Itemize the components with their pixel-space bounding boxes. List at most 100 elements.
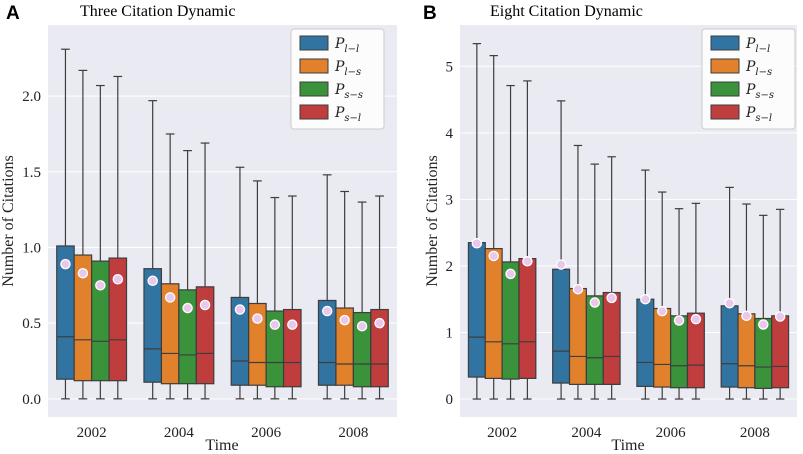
- panel-b-legend-swatch: [710, 35, 740, 51]
- panel-a-legend: Pl−l Pl−s Ps−s Ps−l: [290, 28, 385, 130]
- panel-b-box: [737, 313, 756, 389]
- panel-a-x-axis-label: Time: [205, 437, 238, 454]
- panel-a-box: [91, 260, 110, 382]
- panel-b-mean-marker: [724, 297, 735, 309]
- panel-b-mean-marker: [589, 297, 601, 308]
- panel-a-x-tick-label: 2004: [164, 425, 195, 441]
- panel-a-x-tick-label: 2008: [338, 425, 368, 441]
- panel-b-x-axis-label: Time: [611, 437, 644, 454]
- panel-a-legend-label: Pl−l: [334, 36, 359, 55]
- panel-a-legend-label: Ps−s: [334, 82, 363, 101]
- panel-b-box: [484, 248, 503, 379]
- panel-b-legend-label: Ps−s: [745, 82, 774, 101]
- panel-b-y-axis-label: Number of Citations: [424, 155, 441, 287]
- panel-a: A 0.0 0.5 1.0 1.5 2.0 2002 2004 2006 2008 Three…: [0, 3, 397, 454]
- panel-b-mean-marker: [758, 319, 769, 330]
- panel-a-y-tick-label: 1.5: [22, 165, 41, 181]
- panel-a-mean-marker: [77, 267, 89, 279]
- panel-b-box: [653, 307, 672, 388]
- panel-a-letter: A: [6, 3, 20, 24]
- panel-b-y-tick-label: 4: [446, 126, 454, 142]
- panel-a-mean-marker: [356, 320, 368, 332]
- panel-a-mean-marker: [321, 305, 333, 317]
- panel-b-mean-marker: [522, 256, 533, 267]
- panel-a-y-tick-label: 1.0: [22, 240, 41, 256]
- panel-a-x-tick-label: 2006: [251, 425, 282, 441]
- panel-b-legend-swatch: [710, 104, 740, 120]
- panel-b-legend-swatch: [710, 81, 740, 97]
- panel-b-x-tick-label: 2006: [656, 425, 687, 441]
- panel-a-mean-marker: [269, 319, 281, 330]
- panel-b-x-tick-label: 2008: [740, 425, 770, 441]
- panel-b-box: [771, 315, 790, 389]
- panel-b-letter: B: [423, 3, 437, 24]
- panel-a-mean-marker: [112, 274, 124, 285]
- panel-a-legend-swatch: [299, 81, 329, 97]
- panel-b-mean-marker: [488, 250, 499, 262]
- panel-b: B 0 1 2 3 4 5 2002 2004 2006 2008 Eight Citation…: [423, 3, 797, 454]
- panel-a-y-tick-label: 0.5: [22, 316, 41, 332]
- panel-b-y-tick-label: 3: [446, 192, 454, 208]
- panel-a-y-tick-label: 2.0: [22, 89, 41, 105]
- panel-b-mean-marker: [555, 259, 567, 270]
- panel-b-box: [501, 261, 520, 380]
- panel-b-mean-marker: [690, 313, 702, 325]
- panel-b-box: [552, 268, 571, 384]
- panel-b-legend-label: Ps−l: [745, 105, 772, 124]
- panel-b-title: Eight Citation Dynamic: [490, 3, 643, 20]
- panel-a-legend-label: Ps−l: [334, 105, 361, 124]
- panel-b-legend: Pl−l Pl−s Ps−s Ps−l: [701, 28, 796, 130]
- panel-a-mean-marker: [234, 304, 246, 315]
- panel-b-legend-frame: [701, 28, 796, 130]
- panel-a-legend-frame: [290, 28, 385, 130]
- panel-a-mean-marker: [252, 313, 263, 324]
- panel-b-box: [636, 298, 655, 387]
- panel-b-mean-marker: [656, 305, 668, 317]
- panel-a-title: Three Citation Dynamic: [80, 3, 236, 20]
- panel-b-box: [568, 287, 587, 385]
- panel-b-y-tick-label: 1: [446, 325, 454, 341]
- panel-b-box: [602, 291, 621, 385]
- panel-b-box: [585, 295, 604, 385]
- panel-b-mean-marker: [640, 293, 651, 305]
- panel-b-mean-marker: [471, 238, 483, 249]
- panel-a-x-tick-label: 2002: [77, 425, 107, 441]
- panel-b-box: [670, 315, 689, 389]
- panel-a-mean-marker: [287, 319, 298, 330]
- panel-a-y-axis-label: Number of Citations: [0, 155, 17, 287]
- panel-a-mean-marker: [182, 302, 193, 314]
- panel-b-box: [686, 312, 705, 389]
- panel-b-mean-marker: [673, 315, 685, 326]
- panel-a-mean-marker: [374, 317, 385, 329]
- panel-b-box: [518, 258, 537, 379]
- panel-b-mean-marker: [572, 283, 584, 295]
- panel-b-mean-marker: [606, 292, 617, 304]
- panel-a-box: [108, 257, 128, 382]
- panel-b-x-tick-label: 2002: [487, 425, 517, 441]
- panel-a-mean-marker: [164, 292, 176, 303]
- panel-a-legend-swatch: [299, 104, 329, 120]
- panel-b-legend-swatch: [710, 58, 740, 74]
- panel-a-mean-marker: [95, 280, 106, 291]
- panel-b-box: [467, 242, 486, 378]
- panel-b-legend-label: Pl−s: [745, 59, 772, 78]
- panel-a-legend-swatch: [299, 35, 329, 51]
- panel-a-mean-marker: [147, 275, 158, 287]
- panel-a-y-tick-label: 0.0: [22, 392, 41, 408]
- panel-b-mean-marker: [774, 311, 786, 322]
- panel-b-legend-label: Pl−l: [745, 36, 770, 55]
- panel-b-mean-marker: [741, 310, 752, 322]
- panel-a-mean-marker: [60, 258, 71, 270]
- panel-b-box: [720, 305, 739, 388]
- panel-a-legend-label: Pl−s: [334, 59, 361, 78]
- panel-b-y-tick-label: 0: [446, 392, 454, 408]
- panel-a-box: [282, 308, 302, 388]
- panel-a-box: [370, 308, 389, 388]
- panel-b-x-tick-label: 2004: [571, 425, 602, 441]
- panel-a-legend-swatch: [299, 58, 329, 74]
- panel-a-mean-marker: [199, 299, 211, 311]
- panel-b-y-tick-label: 5: [446, 59, 454, 75]
- panel-a-box: [195, 286, 215, 385]
- panel-b-mean-marker: [505, 268, 516, 280]
